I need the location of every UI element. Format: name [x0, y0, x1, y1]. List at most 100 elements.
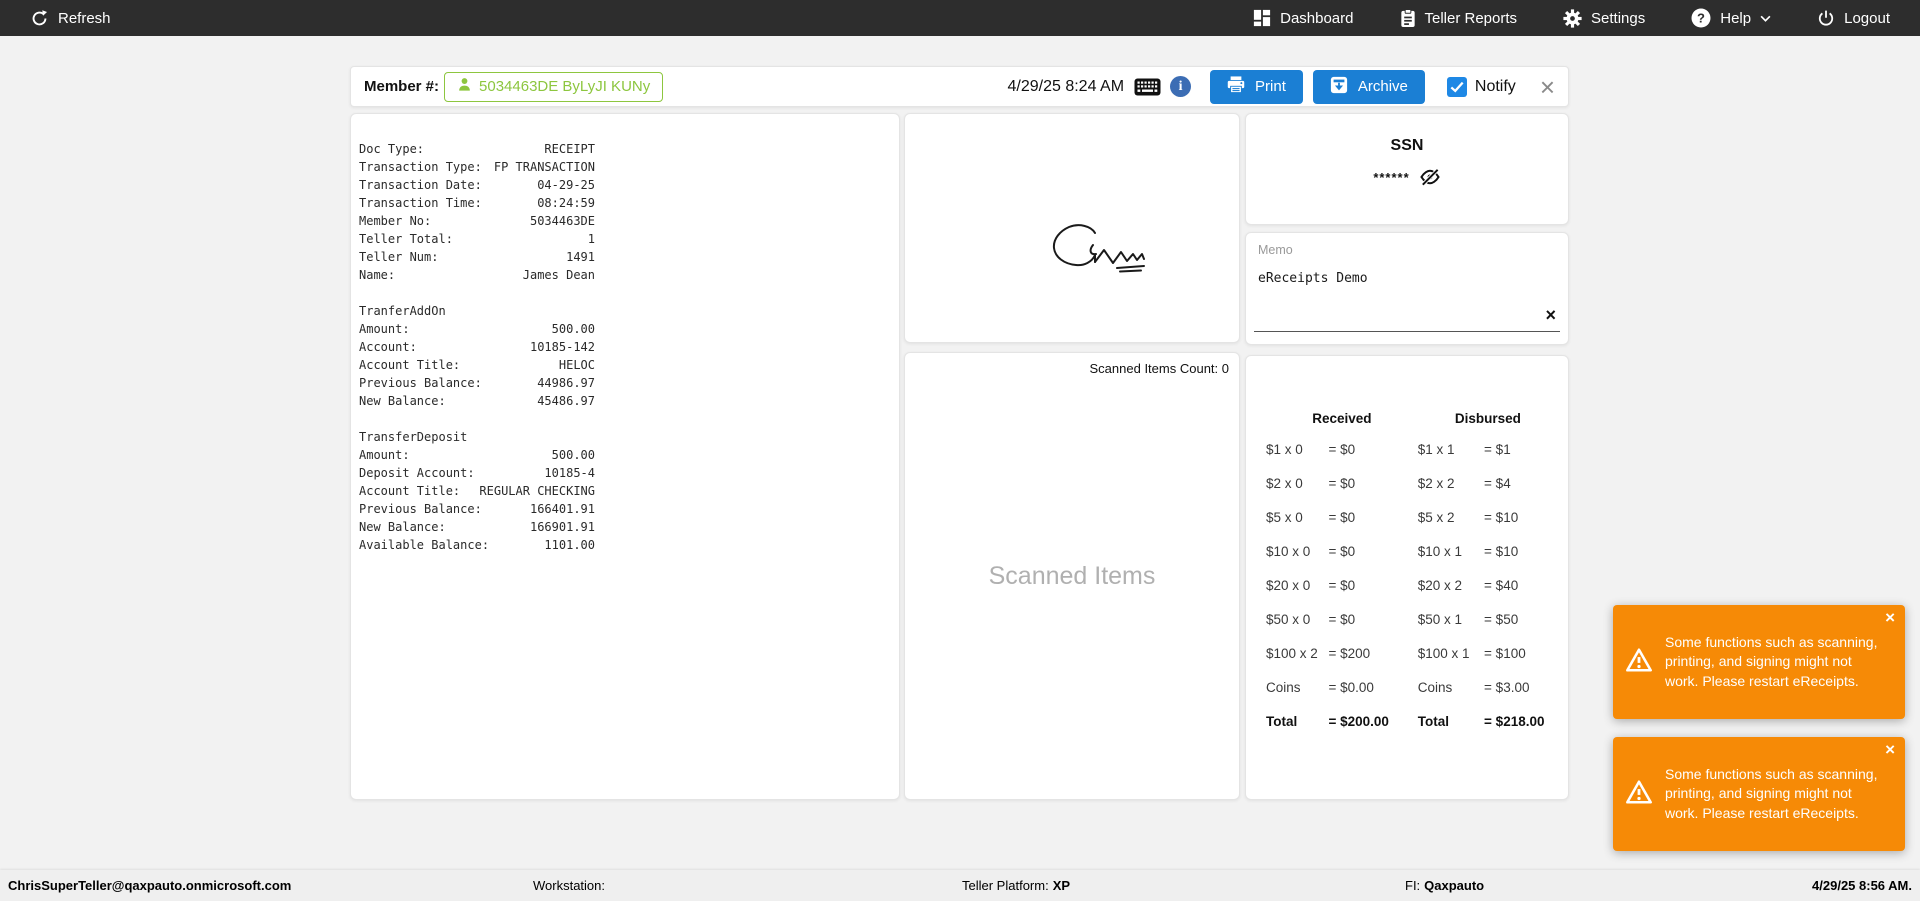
receipt-line: Name: James Dean [359, 266, 595, 284]
archive-button[interactable]: Archive [1312, 69, 1425, 104]
refresh-label: Refresh [58, 9, 111, 27]
receipt-line-label: Doc Type: [359, 142, 425, 156]
warning-toast: Some functions such as scanning, printin… [1613, 737, 1905, 851]
toast-close-icon[interactable]: × [1885, 608, 1895, 627]
refresh-icon [30, 9, 49, 28]
receipt-line: TranferAddOn [359, 302, 595, 320]
info-icon[interactable]: i [1170, 76, 1192, 97]
disbursed-denomination: Coins [1417, 680, 1453, 695]
receipt-line-label: Member No: [359, 214, 432, 228]
receipt-line-label: Available Balance: [359, 538, 490, 552]
memo-input[interactable]: eReceipts Demo [1258, 271, 1368, 286]
received-amount: = $200 [1328, 646, 1371, 661]
nav-item-logout[interactable]: Logout [1817, 9, 1890, 28]
receipt-line-label: Previous Balance: [359, 376, 482, 390]
member-number-label: Member #: [364, 78, 440, 95]
receipt-line: Teller Num: 1491 [359, 248, 595, 266]
receipt-line-value: 1 [587, 232, 595, 246]
member-chip[interactable]: 5034463DE ByLyJI KUNy [444, 71, 664, 102]
receipt-line-value: 45486.97 [537, 394, 595, 408]
status-datetime: 4/29/25 8:56 AM. [1812, 878, 1912, 893]
nav-item-label: Logout [1844, 9, 1890, 27]
receipt-line [359, 284, 595, 302]
status-user: ChrisSuperTeller@qaxpauto.onmicrosoft.co… [8, 878, 292, 893]
disbursed-amount: = $3.00 [1484, 680, 1530, 695]
status-fi-value: Qaxpauto [1424, 878, 1485, 893]
nav-item-dashboard[interactable]: Dashboard [1253, 9, 1354, 27]
received-denomination: Total [1266, 714, 1298, 729]
nav-item-label: Dashboard [1280, 9, 1354, 27]
disbursed-amount: = $40 [1484, 578, 1519, 593]
print-button-label: Print [1255, 78, 1286, 95]
receipt-line: Available Balance: 1101.00 [359, 536, 595, 554]
status-bar: ChrisSuperTeller@qaxpauto.onmicrosoft.co… [0, 870, 1920, 901]
toast-message: Some functions such as scanning, printin… [1665, 633, 1878, 689]
memo-clear-icon[interactable]: × [1545, 305, 1556, 325]
status-fi: FI: Qaxpauto [1405, 870, 1484, 901]
receipt-line-label: Transaction Type: [359, 160, 482, 174]
print-button[interactable]: Print [1210, 69, 1303, 104]
receipt-line: Previous Balance: 44986.97 [359, 374, 595, 392]
receipt-line-value: 500.00 [551, 322, 595, 336]
archive-button-label: Archive [1357, 78, 1408, 95]
disbursed-denomination: Total [1417, 714, 1450, 729]
receipt-line-value: 5034463DE [529, 214, 595, 228]
disbursed-amount: = $4 [1484, 476, 1511, 491]
nav-item-teller-reports[interactable]: Teller Reports [1400, 8, 1518, 28]
nav-item-label: Teller Reports [1424, 9, 1518, 27]
receipt-line: Amount: 500.00 [359, 446, 595, 464]
receipt-line: Member No: 5034463DE [359, 212, 595, 230]
close-icon[interactable]: × [1539, 71, 1555, 102]
dashboard-icon [1253, 9, 1271, 27]
disbursed-header: Disbursed [1454, 411, 1521, 426]
receipt-line-value: 08:24:59 [537, 196, 595, 210]
status-workstation-label: Workstation: [533, 878, 606, 893]
ssn-title: SSN [1390, 137, 1424, 154]
memo-label: Memo [1258, 243, 1293, 257]
disbursed-amount: = $10 [1484, 510, 1519, 525]
warning-icon [1625, 779, 1653, 810]
received-denomination: $100 x 2 [1266, 646, 1318, 661]
status-fi-label: FI: [1405, 878, 1421, 893]
transaction-header-bar: Member #: 5034463DE ByLyJI KUNy 4/29/25 … [350, 66, 1569, 107]
receipt-line-label: New Balance: [359, 520, 446, 534]
eye-off-icon[interactable] [1419, 168, 1441, 186]
refresh-button[interactable]: Refresh [30, 9, 111, 28]
disbursed-denomination: $10 x 1 [1417, 544, 1463, 559]
receipt-line-value: 1491 [566, 250, 595, 264]
keyboard-icon[interactable] [1134, 78, 1161, 96]
top-navbar: Refresh Dashboard Teller Reports Sett [0, 0, 1920, 36]
chevron-down-icon [1760, 15, 1771, 22]
nav-item-help[interactable]: ? Help [1691, 8, 1771, 28]
receipt-line-value: HELOC [558, 358, 595, 372]
nav-item-label: Help [1720, 9, 1752, 27]
receipt-line-label: Previous Balance: [359, 502, 482, 516]
received-denomination: Coins [1266, 680, 1301, 695]
receipt-line-label: Amount: [359, 448, 410, 462]
received-amount: = $0 [1328, 612, 1356, 627]
receipt-line: New Balance: 45486.97 [359, 392, 595, 410]
settings-icon [1563, 8, 1582, 28]
notify-label: Notify [1474, 77, 1516, 95]
disbursed-amount: = $218.00 [1484, 714, 1545, 729]
receipt-line: Account: 10185-142 [359, 338, 595, 356]
cash-row: $2 x 0 = $0 $2 x 2 = $4 [1266, 474, 1558, 493]
received-amount: = $0 [1328, 578, 1356, 593]
receipt-line: Deposit Account: 10185-4 [359, 464, 595, 482]
received-denomination: $1 x 0 [1266, 442, 1303, 457]
warning-icon [1625, 647, 1653, 678]
receipt-line-label: Account Title: [359, 358, 461, 372]
nav-item-settings[interactable]: Settings [1563, 8, 1645, 28]
scanned-items-panel: Scanned Items Count: 0 Scanned Items [904, 352, 1240, 800]
receipt-line-value: 10185-142 [529, 340, 595, 354]
transaction-datetime: 4/29/25 8:24 AM [1007, 77, 1125, 95]
toast-close-icon[interactable]: × [1885, 740, 1895, 759]
notify-checkbox[interactable]: Notify [1446, 76, 1516, 97]
receipt-line-label: Teller Total: [359, 232, 453, 246]
power-icon [1817, 9, 1835, 28]
cash-summary-panel: Received Disbursed $1 x 0 = $0 $1 x 1 = … [1245, 355, 1569, 800]
receipt-line-value: 10185-4 [544, 466, 595, 480]
disbursed-denomination: $100 x 1 [1417, 646, 1470, 661]
receipt-line: Transaction Type: FP TRANSACTION [359, 158, 595, 176]
disbursed-amount: = $10 [1484, 544, 1519, 559]
